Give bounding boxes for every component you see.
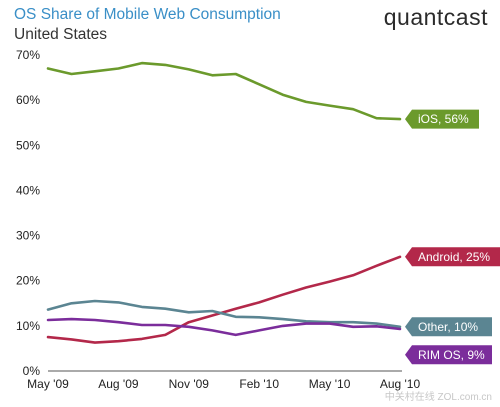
watermark: 中关村在线 ZOL.com.cn [384,392,492,403]
x-tick-label: May '09 [27,377,69,391]
y-tick-label: 50% [16,138,40,152]
end-label-other: Other, 10% [405,317,492,337]
end-label-text: iOS, 56% [418,112,469,126]
quantcast-logo: quantcast [383,4,488,30]
series-line-other [46,299,402,329]
end-label-flag [405,345,492,365]
x-tick-label: Nov '09 [169,377,210,391]
series-line-ios [46,61,402,121]
x-tick-label: May '10 [309,377,351,391]
y-tick-label: 0% [23,364,41,378]
end-label-flag [405,247,500,267]
y-tick-label: 20% [16,274,40,288]
end-label-ios: iOS, 56% [405,109,479,129]
end-label-flag [405,109,479,129]
end-label-text: Android, 25% [418,250,490,264]
end-label-flag [405,317,492,337]
x-tick-label: Feb '10 [239,377,279,391]
chart-subtitle: United States [14,26,108,43]
end-label-rim-os: RIM OS, 9% [405,345,492,365]
end-label-text: RIM OS, 9% [418,348,485,362]
y-tick-label: 40% [16,183,40,197]
end-label-android: Android, 25% [405,247,500,267]
x-tick-label: Aug '09 [98,377,139,391]
y-tick-label: 30% [16,229,40,243]
series-line-android [46,255,402,344]
y-tick-label: 60% [16,93,40,107]
y-tick-label: 70% [16,48,40,62]
series-line-rim-os [46,317,402,337]
x-tick-label: Aug '10 [380,377,421,391]
chart-title: OS Share of Mobile Web Consumption [14,6,281,23]
y-tick-label: 10% [16,319,40,333]
end-label-text: Other, 10% [418,320,478,334]
